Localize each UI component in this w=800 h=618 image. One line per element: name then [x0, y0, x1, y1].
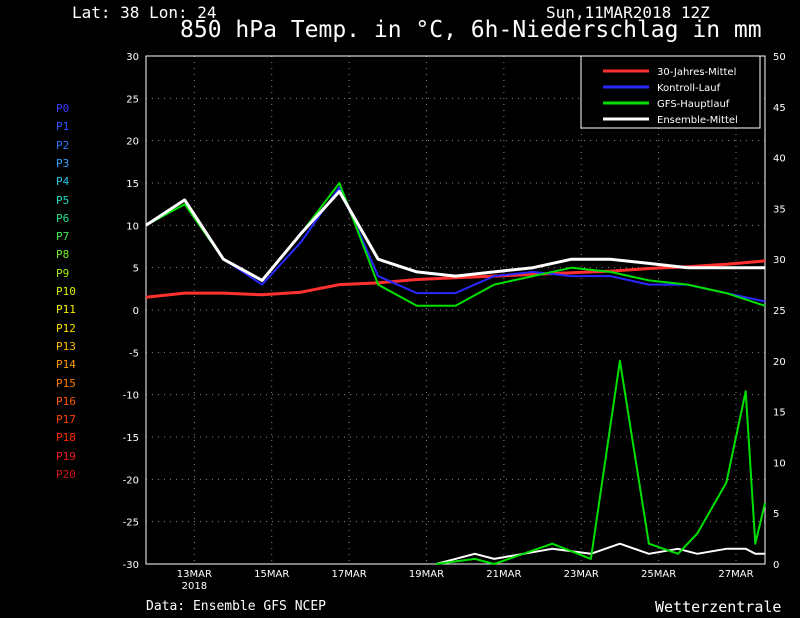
y-left-tick-label: -5 [129, 348, 139, 359]
y-left-tick-label: -20 [123, 475, 139, 486]
chart-title: 850 hPa Temp. in °C, 6h-Niederschlag in … [180, 17, 762, 43]
y-right-tick-label: 35 [773, 204, 786, 215]
member-label: P19 [56, 449, 76, 463]
y-left-tick-label: -10 [123, 391, 139, 402]
member-label: P20 [56, 468, 76, 481]
member-label: P2 [56, 138, 70, 152]
y-right-tick-label: 30 [773, 255, 786, 266]
y-right-tick-label: 45 [773, 103, 786, 114]
x-tick-label: 23MAR [564, 569, 599, 580]
member-label: P12 [56, 321, 76, 335]
data-source-label: Data: Ensemble GFS NCEP [146, 599, 327, 614]
x-tick-label: 19MAR [409, 569, 444, 580]
x-tick-sublabel: 2018 [182, 581, 207, 592]
y-right-tick-label: 10 [773, 458, 786, 469]
y-left-tick-label: -25 [123, 518, 139, 529]
y-left-tick-label: 10 [126, 221, 139, 232]
run-date-label: Sun,11MAR2018 12Z [546, 3, 710, 22]
legend-label: GFS-Hauptlauf [657, 99, 730, 110]
location-label: Lat: 38 Lon: 24 [72, 3, 217, 22]
x-tick-label: 25MAR [641, 569, 676, 580]
y-right-tick-label: 0 [773, 560, 779, 571]
y-left-tick-label: 25 [126, 94, 139, 105]
member-label: P16 [56, 394, 76, 408]
temp-series-line [145, 259, 766, 299]
temp-series-line [145, 182, 766, 307]
x-tick-label: 27MAR [718, 569, 753, 580]
y-right-tick-label: 15 [773, 408, 786, 419]
y-right-tick-label: 50 [773, 52, 786, 63]
member-label: P15 [56, 376, 76, 390]
y-left-tick-label: -15 [123, 433, 139, 444]
x-tick-label: 15MAR [254, 569, 289, 580]
precip-series-line [435, 542, 765, 565]
y-right-tick-label: 5 [773, 509, 779, 520]
member-label: P7 [56, 230, 70, 244]
member-label: P11 [56, 303, 76, 317]
x-tick-label: 17MAR [332, 569, 367, 580]
member-label: P0 [56, 102, 70, 115]
legend-box [580, 55, 761, 129]
member-label: P1 [56, 120, 70, 134]
member-label: P14 [56, 358, 76, 372]
y-left-tick-label: -30 [123, 560, 139, 571]
y-left-tick-label: 30 [126, 52, 139, 63]
y-right-tick-label: 20 [773, 357, 786, 368]
member-label: P13 [56, 339, 76, 353]
y-left-tick-label: 15 [126, 179, 139, 190]
member-label: P17 [56, 413, 76, 427]
y-left-tick-label: 5 [133, 264, 139, 275]
plot-frame [145, 55, 766, 565]
member-label: P18 [56, 431, 76, 445]
legend-label: Kontroll-Lauf [657, 83, 721, 94]
y-left-tick-label: 0 [133, 306, 139, 317]
x-tick-label: 21MAR [486, 569, 521, 580]
member-label: P4 [56, 175, 70, 189]
member-label: P5 [56, 193, 70, 207]
temp-series-line [145, 190, 765, 282]
member-label: P9 [56, 266, 70, 280]
y-left-tick-label: 20 [126, 137, 139, 148]
member-label: P3 [56, 156, 70, 170]
y-right-tick-label: 40 [773, 154, 786, 165]
legend-label: Ensemble-Mittel [657, 115, 738, 126]
brand-label: Wetterzentrale [655, 598, 782, 616]
x-tick-label: 13MAR [177, 569, 212, 580]
temp-series-line [145, 186, 766, 303]
y-right-tick-label: 25 [773, 306, 786, 317]
member-label: P8 [56, 248, 70, 262]
member-label: P10 [56, 285, 76, 298]
member-label: P6 [56, 211, 70, 225]
precip-series-line [436, 359, 766, 565]
legend-label: 30-Jahres-Mittel [657, 67, 736, 78]
